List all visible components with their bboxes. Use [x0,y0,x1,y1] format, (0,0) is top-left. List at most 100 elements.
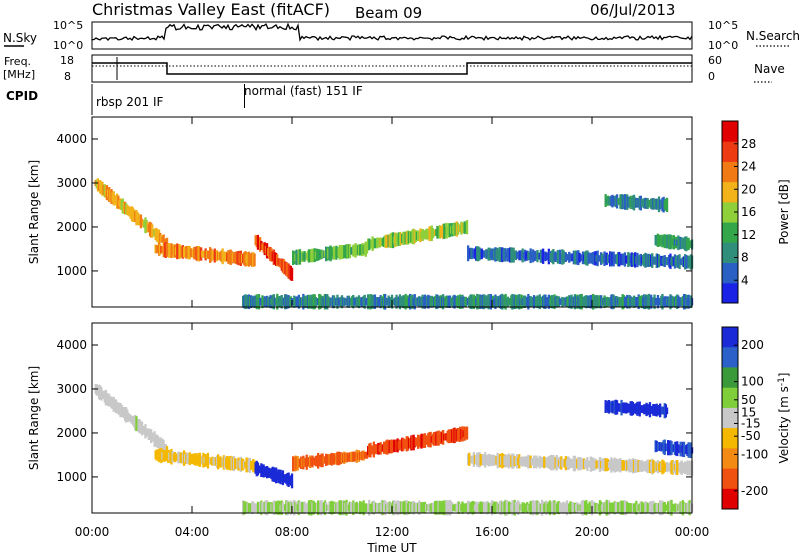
data-cell [443,223,446,239]
data-cell [255,504,258,512]
data-cell [548,455,552,470]
data-cell [409,438,412,449]
data-cell [352,451,355,462]
data-cell [534,456,537,468]
data-cell [602,297,605,306]
nave-label: Nave [754,62,785,76]
data-cell [664,257,667,265]
data-cell [421,228,424,241]
data-cell [214,251,217,260]
data-cell [643,404,646,415]
data-cell [221,458,224,467]
data-cell [286,295,289,309]
data-cell [673,503,677,513]
data-cell [361,243,364,257]
data-cell [446,226,449,235]
data-cell [116,402,119,413]
data-cell [359,298,362,306]
nsearch-tick-low: 10^0 [708,39,738,52]
data-cell [498,295,502,309]
data-cell [314,502,317,513]
freq-line [92,62,692,75]
data-cell [211,456,214,466]
freq-tick-low: 8 [64,70,71,83]
data-cell [436,431,439,446]
data-cell [177,245,180,258]
data-cell [659,442,662,452]
data-cell [161,246,164,254]
data-cell [518,294,521,310]
data-cell [661,257,664,265]
data-cell [346,295,349,308]
data-cell [602,255,605,262]
data-cell [527,504,530,511]
data-cell [611,503,614,512]
data-cell [677,444,680,454]
data-cell [671,238,674,246]
freq-trace [92,57,692,80]
data-cell [571,253,574,261]
data-cell [273,467,277,483]
data-cell [268,246,271,259]
data-cell [484,452,487,468]
data-cell [623,500,627,516]
data-cell [427,432,430,447]
data-cell [664,504,667,511]
data-cell [555,253,558,261]
data-cell [154,227,157,240]
data-cell [571,501,574,514]
data-cell [446,295,449,308]
data-region [94,384,169,454]
data-cell [673,464,677,471]
colorbar-swatch [722,407,738,429]
data-cell [664,443,667,452]
data-cell [436,294,439,309]
data-cell [151,224,154,238]
data-cell [352,500,355,515]
data-cell [530,252,533,260]
data-cell [621,460,624,471]
data-cell [655,234,658,246]
data-cell [465,220,469,235]
data-cell [546,457,549,468]
data-cell [452,428,455,443]
data-cell [548,251,552,263]
data-cell [618,198,621,205]
data-cell [636,252,639,268]
data-cell [514,457,517,465]
data-cell [255,235,258,248]
data-cell [605,252,608,265]
data-cell [471,455,474,464]
data-region [154,242,256,267]
data-region [367,426,469,458]
data-cell [405,500,408,516]
data-cell [609,502,612,513]
data-cell [277,258,280,265]
y-tick-label: 1000 [56,264,87,278]
y-tick-label: 4000 [56,338,87,352]
data-cell [448,295,452,308]
power-colorbar-label: Power [dB] [777,179,791,244]
data-cell [496,247,499,262]
data-cell [509,298,512,306]
data-cell [605,458,608,472]
data-cell [164,444,167,454]
data-cell [473,295,477,308]
data-cell [486,295,489,309]
data-cell [293,251,296,265]
data-cell [496,452,499,469]
data-cell [571,296,574,307]
data-cell [359,244,362,256]
data-cell [530,501,533,514]
data-cell [543,294,546,309]
data-cell [380,237,383,247]
data-cell [586,457,589,471]
colorbar-tick-label: -100 [741,447,768,461]
data-cell [296,456,299,471]
data-cell [546,252,549,261]
data-cell [439,225,442,238]
data-cell [364,241,367,257]
data-cell [339,246,342,258]
data-cell [368,499,371,516]
